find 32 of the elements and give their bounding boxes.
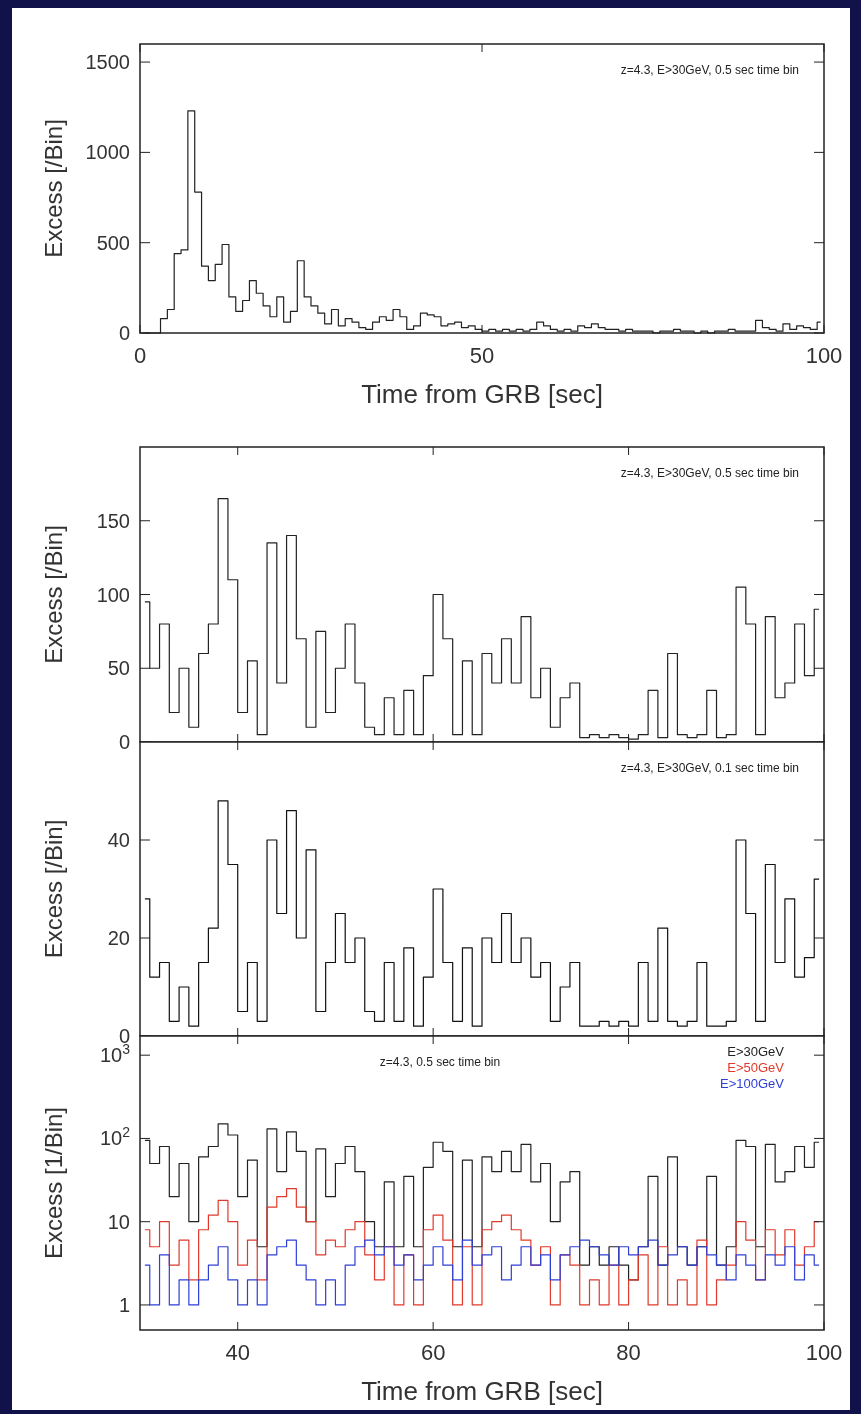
annotation: z=4.3, E>30GeV, 0.5 sec time bin [620, 63, 799, 77]
y-tick-label: 10$^{2}$ [99, 1124, 131, 1150]
y-tick-label: 100 [96, 583, 130, 606]
y-tick-label: 50 [107, 657, 130, 680]
annotation: z=4.3, 0.5 sec time bin [379, 1055, 501, 1069]
y-axis-title: Excess [/Bin] [40, 819, 67, 959]
y-tick-label: 150 [96, 509, 130, 532]
y-tick-label: 0 [118, 731, 130, 753]
annotation: z=4.3, E>30GeV, 0.1 sec time bin [620, 761, 799, 775]
y-tick-label: 40 [107, 829, 130, 851]
x-axis-title: Time from GRB [sec] [361, 1376, 603, 1406]
x-tick-label: 40 [225, 1340, 250, 1365]
y-axis-title: Excess [1/Bin] [40, 1106, 67, 1260]
text: E>100GeV [720, 1076, 785, 1091]
x-tick-label: 80 [616, 1340, 641, 1365]
x-tick-label: 100 [805, 343, 843, 368]
x-tick-label: 50 [469, 343, 495, 368]
text: E>50GeV [727, 1060, 785, 1075]
x-tick-label: 100 [805, 1340, 843, 1365]
y-axis-title: Excess [/Bin] [40, 525, 67, 664]
y-tick-label: 500 [96, 231, 130, 254]
y-tick-label: 1000 [85, 141, 130, 164]
y-tick-label: 1 [118, 1293, 130, 1316]
x-tick-label: 60 [420, 1340, 446, 1365]
y-tick-label: 20 [107, 927, 130, 949]
y-tick-label: 1500 [85, 51, 130, 74]
y-axis-title: Excess [/Bin] [40, 119, 67, 258]
legend-label: E>30GeV [727, 1044, 785, 1059]
x-axis-title: Time from GRB [sec] [361, 379, 603, 409]
y-tick-label: 0 [118, 322, 130, 344]
y-tick-label: 10 [107, 1210, 130, 1233]
annotation: z=4.3, E>30GeV, 0.5 sec time bin [620, 466, 799, 480]
